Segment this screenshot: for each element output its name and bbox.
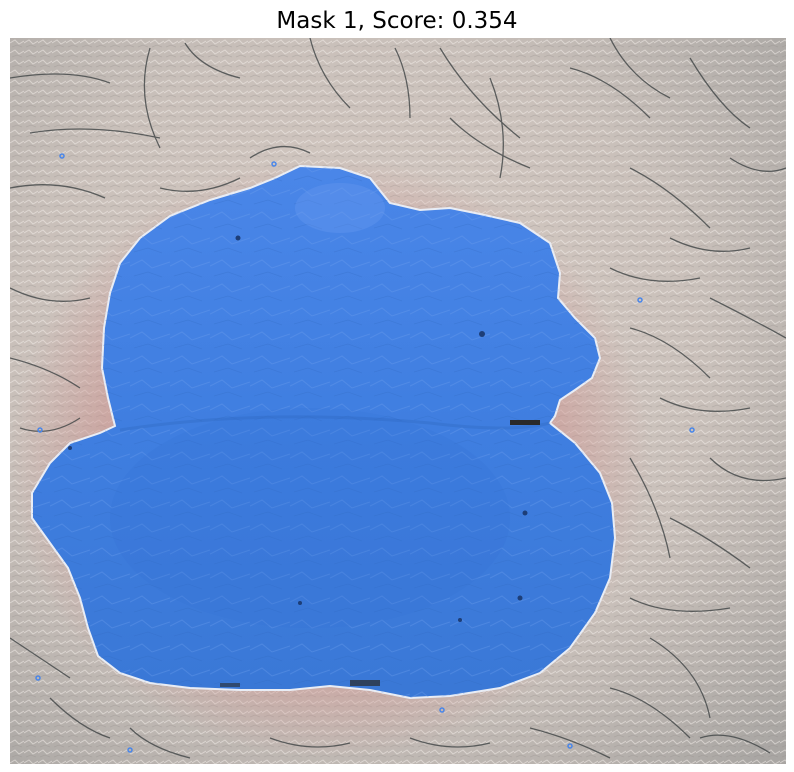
segmentation-mask: [31, 164, 617, 700]
skin-photo-svg: [10, 38, 786, 764]
skin-image: [10, 38, 786, 764]
border-speckles: [220, 420, 540, 687]
hair-strands: [10, 38, 786, 759]
mask-noise: [35, 153, 695, 753]
figure-title: Mask 1, Score: 0.354: [276, 8, 518, 34]
